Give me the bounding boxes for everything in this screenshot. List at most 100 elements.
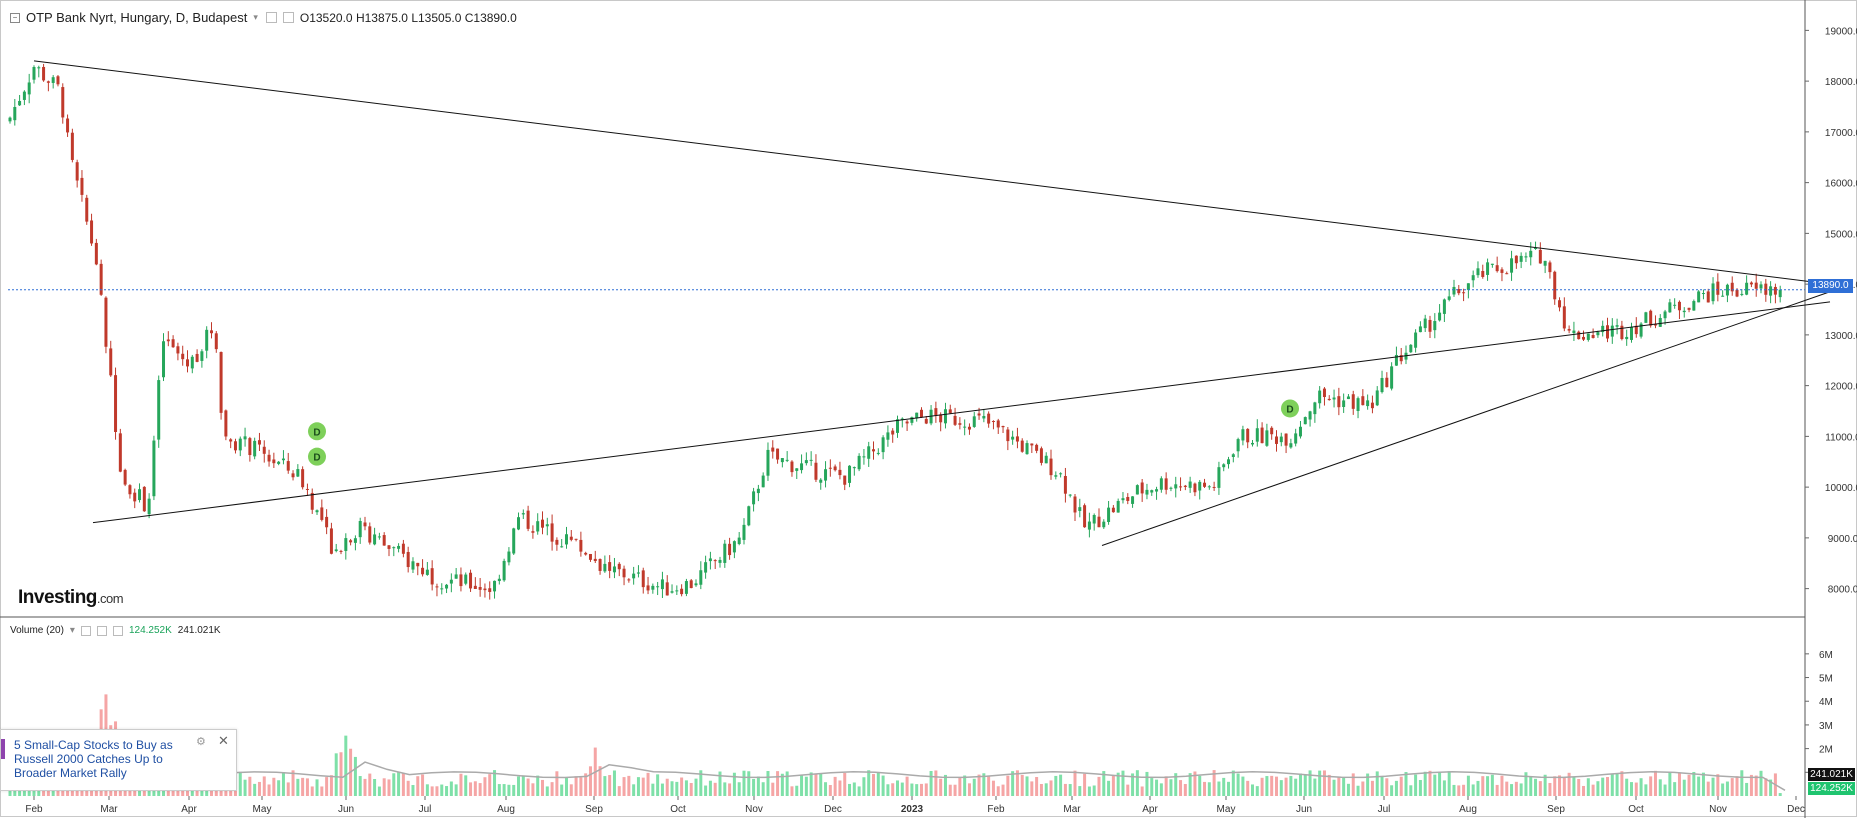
candle-body xyxy=(166,339,170,342)
candle-body xyxy=(411,561,415,570)
candle-body xyxy=(114,375,118,432)
candle-body xyxy=(867,446,871,459)
candle-body xyxy=(200,351,204,361)
candle-body xyxy=(1246,428,1250,443)
low-value: L13505.0 xyxy=(411,10,462,25)
candle-body xyxy=(473,585,477,589)
candle-body xyxy=(1222,464,1226,468)
volume-bar xyxy=(377,786,381,796)
volume-bar xyxy=(1092,785,1096,796)
candle-body xyxy=(8,117,12,122)
candle-body xyxy=(872,449,876,452)
volume-ma-value: 241.021K xyxy=(177,625,221,636)
candle-body xyxy=(1145,489,1149,495)
volume-bar xyxy=(493,770,497,796)
candle-body xyxy=(1649,310,1653,326)
candle-body xyxy=(646,585,650,591)
collapse-icon[interactable]: − xyxy=(10,12,20,23)
candle-body xyxy=(1692,301,1696,311)
candle-body xyxy=(809,459,813,461)
hide-icon[interactable] xyxy=(282,12,294,23)
volume-bar xyxy=(867,770,871,796)
volume-bar xyxy=(1375,771,1379,796)
candle-body xyxy=(651,585,655,590)
candle-body xyxy=(454,574,458,579)
candle-body xyxy=(243,436,247,440)
candle-body xyxy=(46,81,50,83)
volume-bar xyxy=(646,772,650,796)
candle-body xyxy=(1375,390,1379,406)
volume-bar xyxy=(1097,776,1101,796)
volume-bar xyxy=(704,785,708,796)
candle-body xyxy=(1606,325,1609,339)
hide-icon[interactable] xyxy=(96,625,107,636)
gear-icon[interactable]: ⚙ xyxy=(196,736,206,748)
close-icon[interactable] xyxy=(112,625,123,636)
candle-body xyxy=(1658,317,1662,327)
candle-body xyxy=(224,410,228,437)
candle-body xyxy=(1327,398,1331,401)
volume-ma-line xyxy=(9,746,1786,791)
candle-body xyxy=(660,579,664,590)
volume-bar xyxy=(608,775,612,796)
news-headline-link[interactable]: 5 Small-Cap Stocks to Buy as Russell 200… xyxy=(14,738,173,780)
candle-body xyxy=(512,528,516,554)
volume-bar xyxy=(948,784,952,796)
volume-bar xyxy=(651,783,655,796)
candle-body xyxy=(449,579,453,584)
volume-bar xyxy=(627,775,631,796)
volume-bar xyxy=(881,775,885,796)
candle-body xyxy=(1131,496,1135,504)
time-tick-label: Nov xyxy=(745,804,763,815)
volume-bar xyxy=(305,778,309,796)
candle-body xyxy=(1418,326,1422,333)
volume-bar xyxy=(1553,776,1557,796)
volume-bar xyxy=(1442,780,1446,796)
volume-label: Volume (20) xyxy=(10,625,64,636)
chevron-down-icon[interactable]: ▾ xyxy=(253,12,258,22)
candle-body xyxy=(401,543,405,554)
candle-body xyxy=(1639,323,1643,337)
candle-body xyxy=(1231,454,1235,458)
volume-bar xyxy=(1011,771,1015,796)
candle-body xyxy=(1644,312,1648,323)
candle-body xyxy=(214,333,218,350)
candle-body xyxy=(267,454,271,462)
volume-bar xyxy=(1313,778,1317,796)
candle-body xyxy=(392,547,396,549)
volume-bar xyxy=(1414,774,1418,796)
volume-bar xyxy=(1039,783,1043,796)
volume-bar xyxy=(1682,779,1686,796)
volume-bar xyxy=(397,771,401,796)
candle-body xyxy=(257,440,261,445)
candle-body xyxy=(1087,521,1091,530)
candle-body xyxy=(238,438,242,451)
volume-bar xyxy=(1591,784,1595,796)
logo-suffix: .com xyxy=(96,591,124,606)
volume-bar xyxy=(257,781,261,796)
volume-tick-label: 4M xyxy=(1819,697,1833,708)
chevron-down-icon[interactable]: ▾ xyxy=(69,625,75,636)
candle-body xyxy=(1457,288,1461,294)
volume-bar xyxy=(286,782,290,796)
candle-body xyxy=(862,456,866,458)
volume-bar xyxy=(469,782,473,796)
volume-bar xyxy=(387,779,391,796)
volume-bar xyxy=(531,783,535,796)
volume-bar xyxy=(1538,781,1542,796)
volume-bar xyxy=(641,777,645,796)
close-icon[interactable]: ✕ xyxy=(218,733,229,748)
time-tick-label: Mar xyxy=(1063,804,1081,815)
candle-body xyxy=(689,580,693,589)
settings-icon[interactable] xyxy=(80,625,91,636)
candle-body xyxy=(469,572,473,589)
news-popup[interactable]: 5 Small-Cap Stocks to Buy as Russell 200… xyxy=(0,729,237,791)
volume-bar xyxy=(497,784,501,796)
candle-body xyxy=(1682,310,1686,313)
settings-icon[interactable] xyxy=(265,12,277,23)
candle-body xyxy=(1063,475,1067,494)
candle-body xyxy=(699,570,703,585)
volume-bar xyxy=(1241,776,1245,796)
candle-body xyxy=(1653,324,1657,326)
